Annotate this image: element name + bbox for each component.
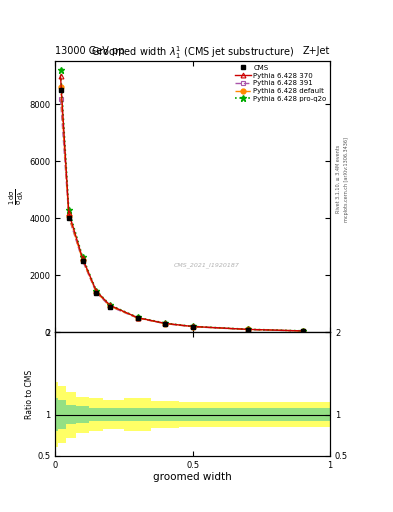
CMS	[190, 324, 195, 330]
Pythia 6.428 default	[190, 324, 195, 330]
Pythia 6.428 default	[300, 328, 305, 334]
CMS	[66, 215, 71, 221]
CMS	[94, 289, 99, 295]
Pythia 6.428 391	[108, 304, 112, 310]
Line: Pythia 6.428 default: Pythia 6.428 default	[58, 84, 305, 333]
Pythia 6.428 370	[245, 326, 250, 332]
Pythia 6.428 391	[58, 95, 63, 101]
Pythia 6.428 pro-q2o	[66, 207, 71, 213]
Pythia 6.428 default	[245, 326, 250, 332]
CMS	[80, 258, 85, 264]
Pythia 6.428 391	[66, 214, 71, 220]
CMS	[300, 328, 305, 334]
CMS	[135, 315, 140, 322]
Pythia 6.428 370	[94, 288, 99, 294]
CMS	[58, 87, 63, 93]
Pythia 6.428 370	[300, 328, 305, 334]
Pythia 6.428 391	[80, 258, 85, 264]
Pythia 6.428 default	[58, 84, 63, 90]
Line: CMS: CMS	[58, 88, 305, 333]
Pythia 6.428 370	[163, 321, 167, 327]
Pythia 6.428 default	[66, 212, 71, 219]
X-axis label: groomed width: groomed width	[153, 472, 232, 482]
Pythia 6.428 pro-q2o	[190, 324, 195, 330]
Text: Z+Jet: Z+Jet	[303, 46, 330, 56]
Text: CMS_2021_I1920187: CMS_2021_I1920187	[173, 262, 239, 268]
Pythia 6.428 pro-q2o	[300, 328, 305, 334]
Pythia 6.428 370	[58, 73, 63, 79]
Pythia 6.428 391	[163, 321, 167, 327]
Text: Rivet 3.1.10, ≥ 3.4M events: Rivet 3.1.10, ≥ 3.4M events	[336, 145, 341, 214]
Pythia 6.428 default	[163, 321, 167, 327]
Pythia 6.428 391	[300, 328, 305, 334]
Text: 13000 GeV pp: 13000 GeV pp	[55, 46, 125, 56]
Pythia 6.428 391	[245, 327, 250, 333]
Pythia 6.428 pro-q2o	[135, 314, 140, 321]
Line: Pythia 6.428 370: Pythia 6.428 370	[58, 73, 305, 333]
Pythia 6.428 pro-q2o	[94, 287, 99, 293]
Pythia 6.428 pro-q2o	[163, 320, 167, 326]
Pythia 6.428 default	[135, 315, 140, 321]
CMS	[108, 304, 112, 310]
Pythia 6.428 370	[80, 255, 85, 261]
Y-axis label: $\mathregular{\frac{1}{\sigma}\frac{d\sigma}{d\lambda}}$: $\mathregular{\frac{1}{\sigma}\frac{d\si…	[8, 189, 26, 205]
Pythia 6.428 pro-q2o	[80, 254, 85, 260]
Pythia 6.428 pro-q2o	[58, 67, 63, 73]
Line: Pythia 6.428 pro-q2o: Pythia 6.428 pro-q2o	[57, 67, 306, 334]
Pythia 6.428 default	[94, 289, 99, 295]
Title: Groomed width $\lambda_1^1$ (CMS jet substructure): Groomed width $\lambda_1^1$ (CMS jet sub…	[91, 45, 294, 61]
Pythia 6.428 370	[66, 209, 71, 216]
Pythia 6.428 default	[108, 303, 112, 309]
Pythia 6.428 391	[135, 315, 140, 321]
Legend: CMS, Pythia 6.428 370, Pythia 6.428 391, Pythia 6.428 default, Pythia 6.428 pro-: CMS, Pythia 6.428 370, Pythia 6.428 391,…	[233, 63, 329, 104]
Y-axis label: Ratio to CMS: Ratio to CMS	[25, 370, 34, 419]
Pythia 6.428 default	[80, 257, 85, 263]
Pythia 6.428 370	[190, 324, 195, 330]
Pythia 6.428 370	[135, 314, 140, 321]
Pythia 6.428 pro-q2o	[245, 326, 250, 332]
Pythia 6.428 391	[94, 289, 99, 295]
CMS	[163, 321, 167, 327]
Pythia 6.428 370	[108, 302, 112, 308]
CMS	[245, 327, 250, 333]
Pythia 6.428 pro-q2o	[108, 302, 112, 308]
Text: mcplots.cern.ch [arXiv:1306.3436]: mcplots.cern.ch [arXiv:1306.3436]	[344, 137, 349, 222]
Line: Pythia 6.428 391: Pythia 6.428 391	[58, 96, 305, 333]
Pythia 6.428 391	[190, 324, 195, 330]
